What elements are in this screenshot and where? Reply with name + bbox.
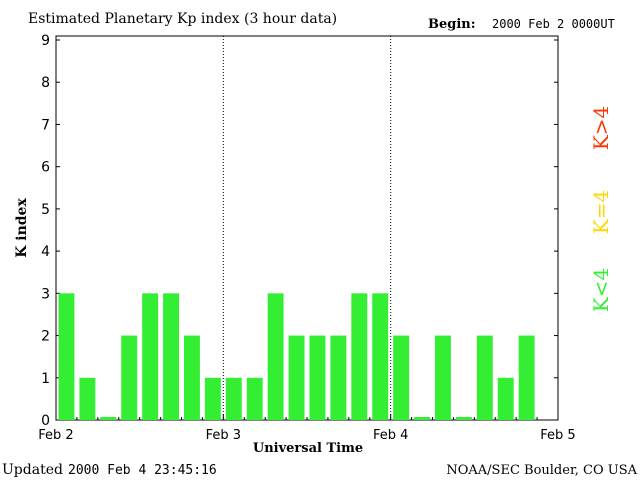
y-tick-label: 2 [41,329,50,345]
kp-bar [309,335,326,420]
kp-bar [330,335,347,420]
x-tick-label: Feb 4 [373,428,408,443]
kp-bar [246,377,263,420]
y-tick-label: 9 [41,33,50,49]
updated-value: 2000 Feb 4 23:45:16 [68,463,217,478]
begin-label: Begin: [428,17,476,32]
x-axis-label: Universal Time [253,441,363,456]
source-credit: NOAA/SEC Boulder, CO USA [446,463,637,478]
legend-item: K<4 [589,268,613,312]
legend-item: K=4 [589,190,613,234]
day-separators [222,36,392,420]
kp-bar [100,417,117,420]
begin-value: 2000 Feb 2 0000UT [492,17,615,31]
kp-bar [497,377,514,420]
kp-bar [267,293,284,420]
x-tick-label: Feb 3 [206,428,241,443]
updated-label: Updated [2,462,63,478]
y-tick-label: 5 [41,202,50,218]
kp-bar [351,293,368,420]
kp-bar [58,293,75,420]
x-tick-label: Feb 2 [38,428,73,443]
kp-bar [79,377,96,420]
kp-bar [204,377,221,420]
kp-bar [435,335,451,420]
y-tick-label: 7 [41,117,50,133]
x-axis-ticks: Feb 2 Feb 3 Feb 4 Feb 5 [38,414,576,443]
y-tick-label: 1 [41,371,50,387]
legend-item: K>4 [589,106,613,150]
y-tick-label: 8 [41,75,50,91]
kp-bar [372,293,389,420]
y-tick-label: 6 [41,160,50,176]
kp-bar [121,335,138,420]
kp-bar [142,293,159,420]
y-tick-label: 3 [41,286,50,302]
y-tick-label: 4 [41,244,50,260]
y-axis-ticks: 0 1 2 3 4 5 6 7 8 9 [41,33,558,429]
kp-bar [476,335,493,420]
x-tick-label: Feb 5 [540,428,575,443]
kp-bar [393,335,410,420]
kp-bar [518,335,535,420]
kp-bar [414,417,430,420]
kp-bar [184,335,200,420]
kp-bar [288,335,305,420]
kp-bar [455,417,472,420]
y-tick-label: 0 [41,413,50,429]
y-axis-label: K index [14,198,30,258]
chart-title: Estimated Planetary Kp index (3 hour dat… [28,11,337,27]
legend: K<4 K=4 K>4 [589,106,613,312]
kp-bars [58,293,535,420]
kp-bar [225,377,242,420]
kp-bar [163,293,179,420]
